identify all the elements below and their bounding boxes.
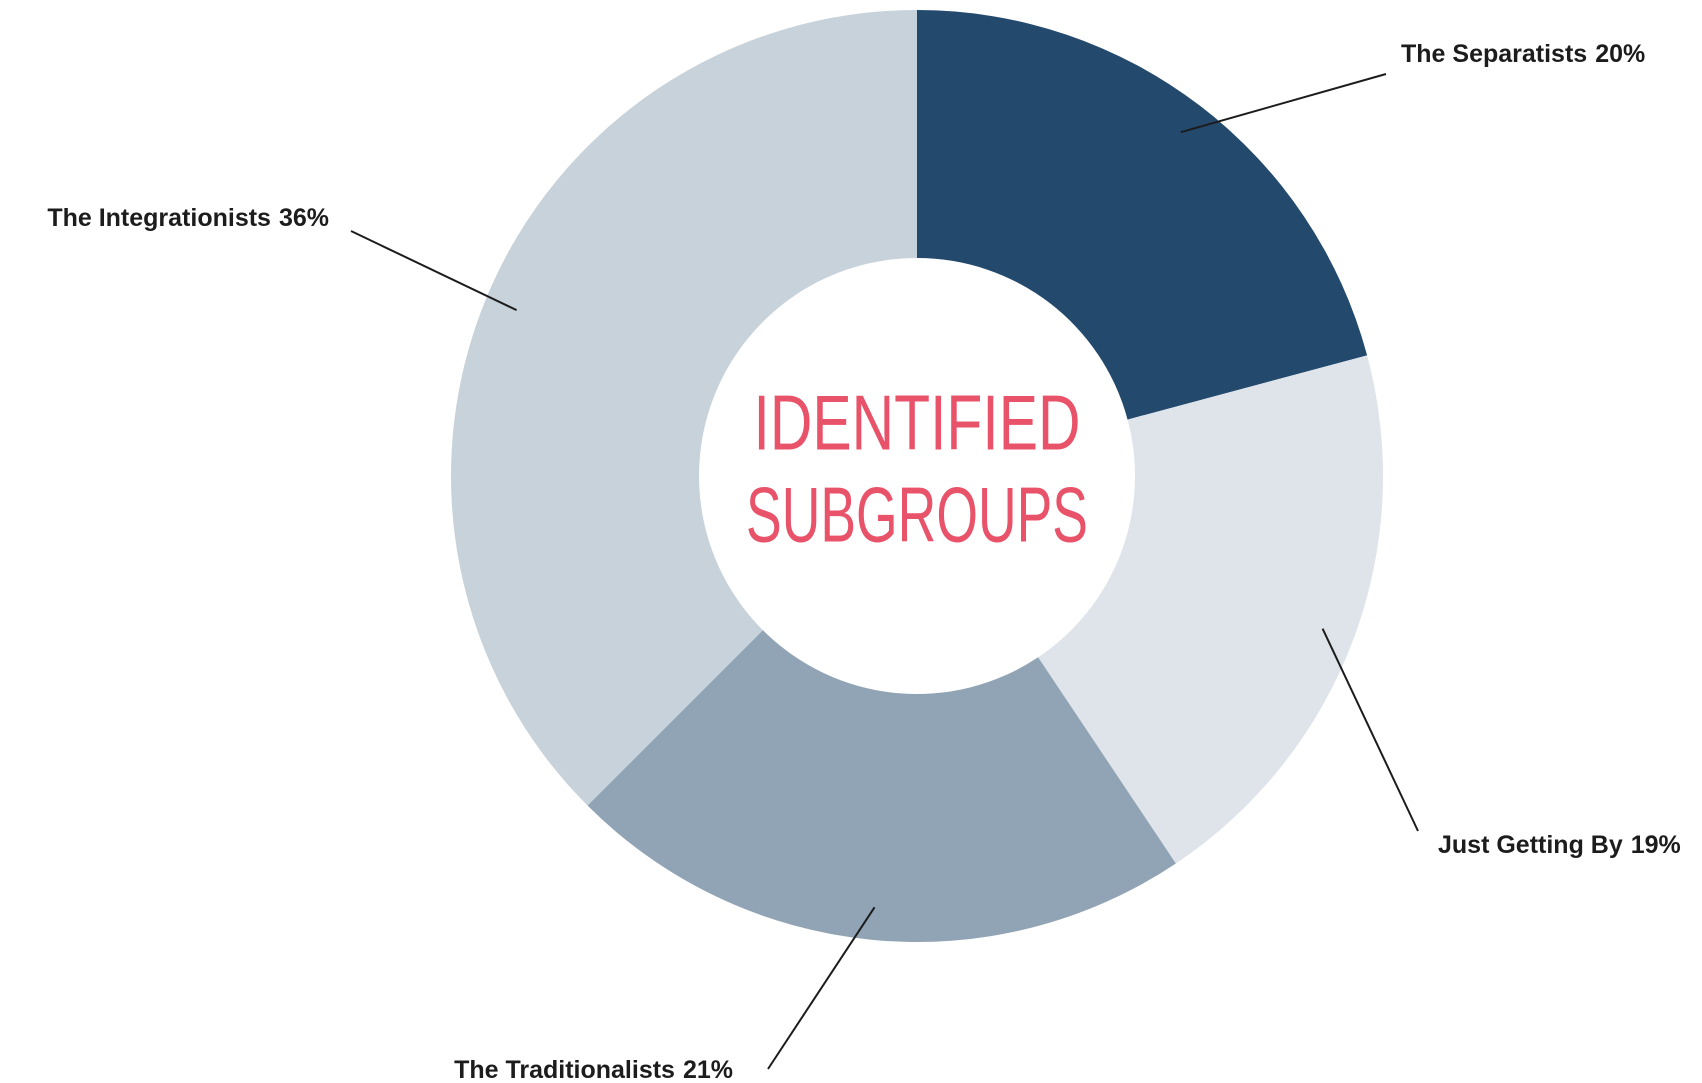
category-name: Just Getting By (1438, 831, 1623, 859)
category-name: The Integrationists (47, 204, 271, 232)
slice-label: The Integrationists 36% (47, 204, 329, 232)
leader-line (350, 230, 518, 312)
slice-label: The Traditionalists 21% (454, 1056, 733, 1083)
slice (450, 10, 917, 806)
leader-line (1180, 73, 1387, 134)
category-name: The Traditionalists (454, 1056, 675, 1083)
value-label: 19% (1631, 831, 1681, 859)
value-label: 21% (683, 1056, 733, 1083)
value-label: 20% (1595, 40, 1645, 68)
value-label: 36% (279, 204, 329, 232)
slice-label: Just Getting By 19% (1438, 831, 1681, 859)
leader-line (767, 906, 876, 1070)
slice (917, 10, 1368, 420)
slice (587, 630, 1176, 943)
center-label: SUBGROUPS (746, 471, 1088, 559)
center-label: IDENTIFIED (754, 379, 1081, 467)
slice (1038, 355, 1383, 864)
leader-line (1321, 628, 1419, 832)
slice-label: The Separatists 20% (1401, 40, 1645, 68)
category-name: The Separatists (1401, 40, 1587, 68)
